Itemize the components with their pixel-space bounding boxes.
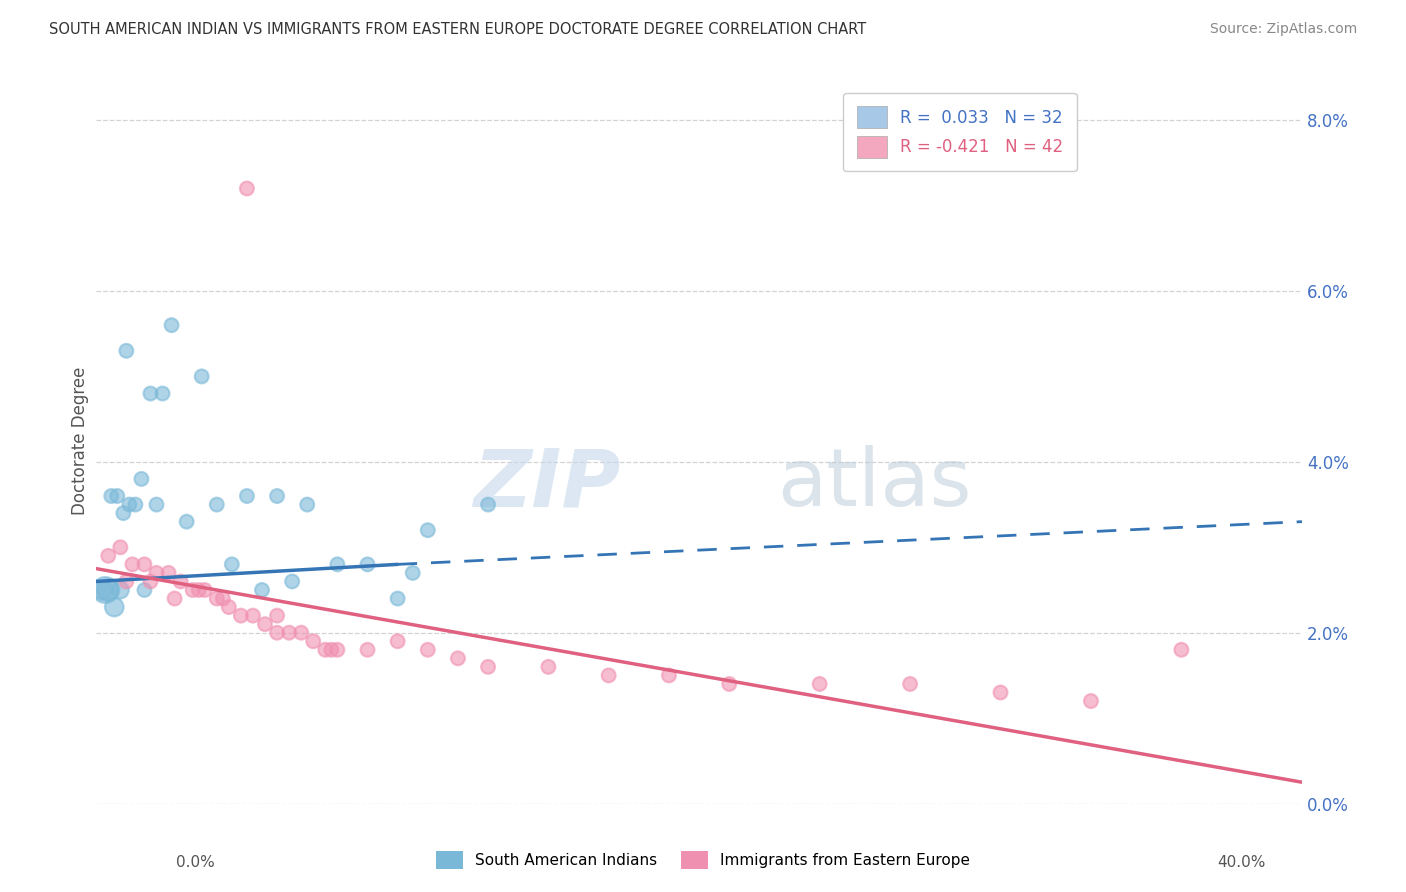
Point — [278, 625, 301, 640]
Point — [718, 677, 741, 691]
Point — [477, 660, 499, 674]
Point — [266, 608, 288, 623]
Point — [402, 566, 425, 580]
Point — [100, 489, 122, 503]
Point — [187, 582, 209, 597]
Legend: South American Indians, Immigrants from Eastern Europe: South American Indians, Immigrants from … — [430, 845, 976, 875]
Point — [250, 582, 273, 597]
Point — [190, 369, 212, 384]
Point — [105, 489, 128, 503]
Point — [447, 651, 470, 665]
Point — [266, 625, 288, 640]
Point — [134, 558, 156, 572]
Point — [139, 574, 162, 589]
Point — [205, 498, 228, 512]
Text: 40.0%: 40.0% — [1218, 855, 1265, 870]
Point — [266, 489, 288, 503]
Point — [242, 608, 264, 623]
Point — [118, 498, 141, 512]
Point — [477, 498, 499, 512]
Text: Source: ZipAtlas.com: Source: ZipAtlas.com — [1209, 22, 1357, 37]
Point — [253, 617, 276, 632]
Point — [236, 489, 259, 503]
Point — [302, 634, 325, 648]
Point — [598, 668, 620, 682]
Point — [145, 566, 167, 580]
Point — [387, 634, 409, 648]
Point — [236, 181, 259, 195]
Point — [163, 591, 186, 606]
Point — [416, 642, 439, 657]
Point — [131, 472, 153, 486]
Point — [808, 677, 831, 691]
Point — [658, 668, 681, 682]
Text: 0.0%: 0.0% — [176, 855, 215, 870]
Point — [145, 498, 167, 512]
Point — [110, 541, 132, 555]
Text: SOUTH AMERICAN INDIAN VS IMMIGRANTS FROM EASTERN EUROPE DOCTORATE DEGREE CORRELA: SOUTH AMERICAN INDIAN VS IMMIGRANTS FROM… — [49, 22, 866, 37]
Point — [990, 685, 1012, 699]
Point — [326, 642, 349, 657]
Point — [157, 566, 180, 580]
Point — [314, 642, 336, 657]
Point — [221, 558, 243, 572]
Point — [176, 515, 198, 529]
Point — [181, 582, 204, 597]
Point — [97, 582, 120, 597]
Point — [1170, 642, 1192, 657]
Point — [537, 660, 560, 674]
Point — [356, 642, 378, 657]
Point — [211, 591, 233, 606]
Point — [229, 608, 252, 623]
Point — [321, 642, 343, 657]
Legend: R =  0.033   N = 32, R = -0.421   N = 42: R = 0.033 N = 32, R = -0.421 N = 42 — [844, 93, 1077, 171]
Point — [124, 498, 146, 512]
Text: atlas: atlas — [778, 445, 972, 523]
Point — [387, 591, 409, 606]
Point — [218, 600, 240, 615]
Point — [134, 582, 156, 597]
Point — [326, 558, 349, 572]
Point — [205, 591, 228, 606]
Point — [356, 558, 378, 572]
Point — [169, 574, 191, 589]
Point — [898, 677, 921, 691]
Point — [297, 498, 319, 512]
Point — [121, 558, 143, 572]
Point — [416, 523, 439, 537]
Point — [110, 582, 132, 597]
Point — [1080, 694, 1102, 708]
Point — [115, 574, 138, 589]
Point — [103, 600, 125, 615]
Point — [152, 386, 174, 401]
Point — [91, 582, 114, 597]
Point — [194, 582, 217, 597]
Point — [281, 574, 304, 589]
Point — [115, 343, 138, 358]
Y-axis label: Doctorate Degree: Doctorate Degree — [72, 367, 89, 515]
Point — [94, 582, 117, 597]
Point — [112, 506, 135, 520]
Point — [139, 386, 162, 401]
Point — [97, 549, 120, 563]
Text: ZIP: ZIP — [474, 445, 620, 523]
Point — [160, 318, 183, 333]
Point — [290, 625, 312, 640]
